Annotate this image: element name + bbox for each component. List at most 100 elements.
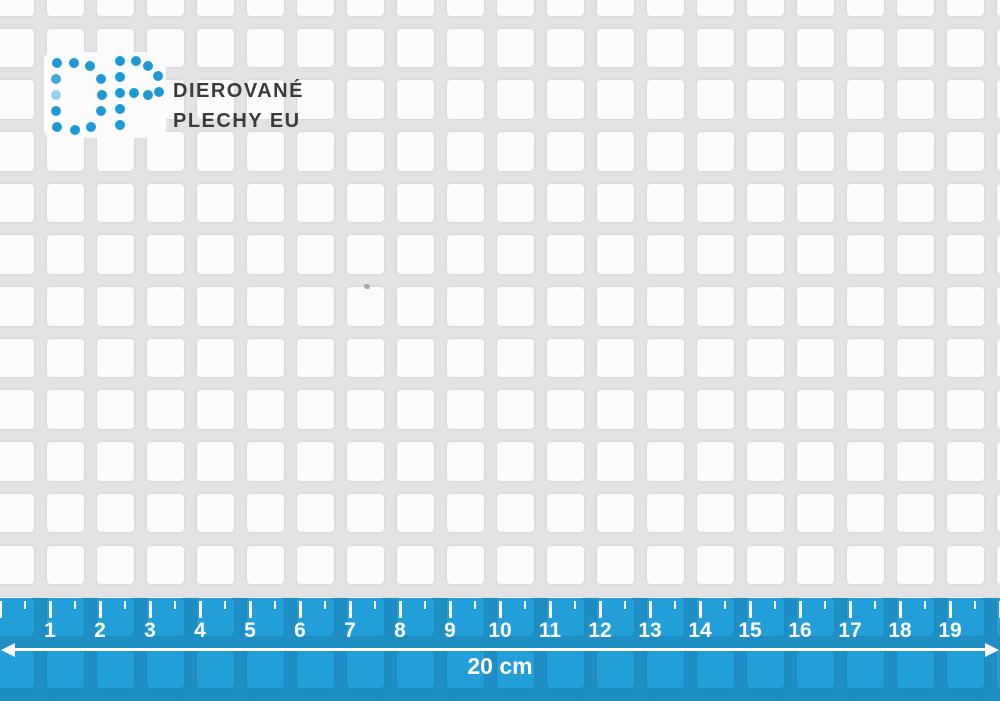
perforation-hole bbox=[946, 338, 984, 378]
perforation-hole bbox=[746, 183, 784, 223]
perforation-hole bbox=[296, 28, 334, 68]
perforation-hole bbox=[546, 0, 584, 16]
ruler-number: 16 bbox=[788, 619, 812, 642]
perforation-hole bbox=[696, 287, 734, 326]
perforation-hole bbox=[896, 442, 934, 481]
perforation-hole bbox=[546, 235, 584, 274]
perforation-hole bbox=[796, 493, 834, 533]
perforation-hole bbox=[546, 28, 584, 68]
ruler-number: 12 bbox=[588, 619, 612, 642]
perforation-hole bbox=[0, 235, 34, 274]
perforation-hole bbox=[146, 390, 184, 430]
perforation-hole bbox=[0, 442, 34, 481]
perforation-hole bbox=[396, 131, 434, 171]
ruler-tick-major bbox=[98, 601, 102, 618]
perforation-hole bbox=[646, 28, 684, 68]
perforation-hole bbox=[46, 287, 84, 326]
perforation-hole bbox=[246, 80, 284, 119]
perforation-hole bbox=[896, 131, 934, 171]
perforation-hole bbox=[896, 235, 934, 274]
perforation-hole bbox=[446, 390, 484, 430]
ruler-tick-major bbox=[748, 601, 752, 618]
perforation-hole bbox=[596, 235, 634, 274]
ruler-tick-major bbox=[148, 601, 152, 618]
perforation-hole bbox=[646, 545, 684, 585]
perforation-hole bbox=[596, 545, 634, 585]
ruler-number: 7 bbox=[344, 619, 356, 642]
perforation-hole bbox=[596, 338, 634, 378]
perforation-hole bbox=[446, 545, 484, 585]
perforation-hole bbox=[746, 493, 784, 533]
perforation-hole bbox=[246, 0, 284, 16]
perforation-hole bbox=[296, 493, 334, 533]
perforation-hole bbox=[296, 338, 334, 378]
perforation-hole bbox=[646, 390, 684, 430]
perforation-hole bbox=[496, 28, 534, 68]
perforation-hole bbox=[546, 183, 584, 223]
perforation-hole bbox=[96, 338, 134, 378]
perforation-hole bbox=[846, 287, 884, 326]
perforation-hole bbox=[746, 287, 784, 326]
perforation-hole bbox=[146, 80, 184, 119]
perforation-hole bbox=[996, 131, 1000, 171]
ruler-number: 10 bbox=[488, 619, 512, 642]
perforation-hole bbox=[146, 545, 184, 585]
perforation-hole bbox=[846, 235, 884, 274]
ruler-tick-major bbox=[898, 601, 902, 618]
perforation-hole bbox=[496, 493, 534, 533]
perforation-hole bbox=[746, 80, 784, 119]
perforation-hole bbox=[896, 183, 934, 223]
perforation-hole bbox=[196, 390, 234, 430]
perforation-hole bbox=[596, 442, 634, 481]
perforation-hole bbox=[496, 131, 534, 171]
perforation-hole bbox=[596, 28, 634, 68]
ruler-tick-major bbox=[0, 601, 2, 618]
ruler-number: 17 bbox=[838, 619, 862, 642]
ruler-number: 13 bbox=[638, 619, 662, 642]
perforation-hole bbox=[196, 0, 234, 16]
perforation-hole bbox=[146, 493, 184, 533]
ruler-number: 3 bbox=[144, 619, 156, 642]
perforation-hole bbox=[796, 235, 834, 274]
perforation-hole bbox=[446, 0, 484, 16]
ruler-number: 4 bbox=[194, 619, 206, 642]
perforation-hole bbox=[796, 442, 834, 481]
perforation-hole bbox=[596, 493, 634, 533]
perforation-hole bbox=[546, 131, 584, 171]
ruler-tick-major bbox=[598, 601, 602, 618]
dimension-arrow-line bbox=[8, 648, 992, 651]
perforation-hole bbox=[196, 545, 234, 585]
perforation-hole bbox=[46, 0, 84, 16]
perforation-hole bbox=[96, 287, 134, 326]
dimension-arrowhead-right-icon bbox=[985, 642, 999, 657]
perforation-hole bbox=[496, 183, 534, 223]
perforation-hole bbox=[496, 390, 534, 430]
perforation-hole bbox=[346, 442, 384, 481]
perforation-hole bbox=[296, 131, 334, 171]
perforation-hole bbox=[96, 235, 134, 274]
perforation-hole bbox=[46, 80, 84, 119]
perforation-hole bbox=[896, 0, 934, 16]
ruler-number: 1 bbox=[44, 619, 56, 642]
ruler-tick-minor bbox=[573, 601, 577, 609]
perforation-hole bbox=[196, 28, 234, 68]
perforation-hole bbox=[646, 493, 684, 533]
ruler-tick-minor bbox=[923, 601, 927, 609]
perforation-hole bbox=[146, 442, 184, 481]
perforation-hole bbox=[946, 287, 984, 326]
perforation-hole bbox=[196, 235, 234, 274]
perforation-hole bbox=[446, 131, 484, 171]
ruler-number: 9 bbox=[444, 619, 456, 642]
perforation-hole bbox=[646, 0, 684, 16]
perforation-hole bbox=[946, 235, 984, 274]
ruler-tick-minor bbox=[373, 601, 377, 609]
perforation-hole bbox=[446, 338, 484, 378]
ruler-tick-major bbox=[648, 601, 652, 618]
perforation-hole bbox=[246, 442, 284, 481]
perforation-hole bbox=[246, 493, 284, 533]
perforation-hole bbox=[996, 442, 1000, 481]
perforation-hole bbox=[646, 183, 684, 223]
perforation-hole bbox=[896, 80, 934, 119]
perforation-hole bbox=[296, 287, 334, 326]
perforation-hole bbox=[846, 493, 884, 533]
